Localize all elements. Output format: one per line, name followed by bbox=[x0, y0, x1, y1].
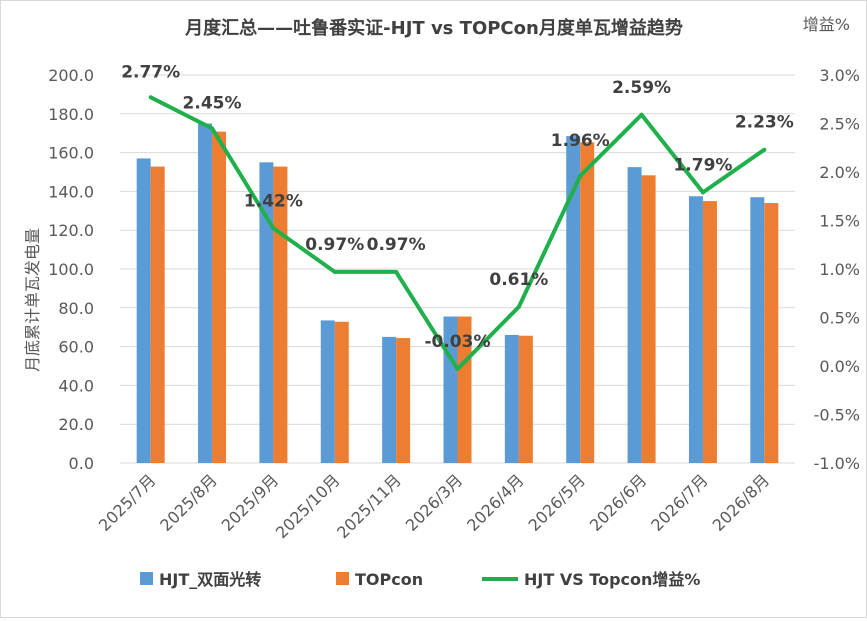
gain-data-label: 1.96% bbox=[551, 131, 610, 151]
gain-data-label: 0.97% bbox=[305, 235, 364, 255]
topcon-bar bbox=[518, 335, 533, 463]
y-tick-label: 180.0 bbox=[48, 105, 94, 124]
y-tick-label: 0.0 bbox=[69, 454, 94, 473]
hjt-bar bbox=[382, 336, 397, 463]
gain-data-label: 2.59% bbox=[612, 78, 671, 98]
gain-point bbox=[332, 269, 337, 274]
hjt-bar bbox=[320, 320, 335, 463]
gain-point bbox=[210, 126, 215, 131]
hjt-bar bbox=[750, 197, 765, 463]
y-tick-label: 160.0 bbox=[48, 144, 94, 163]
legend: HJT_双面光转 TOPcon HJT VS Topcon增益% bbox=[140, 570, 700, 589]
topcon-bar bbox=[764, 203, 779, 464]
y2-tick-label: 2.0% bbox=[819, 163, 860, 182]
y-tick-label: 120.0 bbox=[48, 221, 94, 240]
legend-swatch bbox=[140, 572, 153, 585]
topcon-bar bbox=[396, 338, 411, 463]
topcon-bar bbox=[457, 316, 472, 463]
gain-data-label: 1.42% bbox=[244, 191, 303, 211]
hjt-bar bbox=[136, 158, 151, 464]
gridlines bbox=[120, 74, 795, 464]
y-tick-label: 80.0 bbox=[58, 299, 94, 318]
gain-point bbox=[578, 173, 583, 178]
y2-tick-label: -1.0% bbox=[814, 454, 860, 473]
bars bbox=[136, 123, 779, 464]
gain-data-label: 2.23% bbox=[735, 113, 794, 133]
topcon-bar bbox=[150, 166, 165, 463]
legend-label: HJT_双面光转 bbox=[159, 570, 261, 589]
topcon-bar bbox=[580, 142, 595, 463]
y2-tick-label: 1.0% bbox=[819, 260, 860, 279]
gain-point bbox=[700, 190, 705, 195]
y2-tick-label: 2.5% bbox=[819, 115, 860, 134]
topcon-bar bbox=[334, 321, 349, 463]
gain-data-label: 1.79% bbox=[673, 155, 732, 175]
y-tick-label: 60.0 bbox=[58, 338, 94, 357]
data-labels: 2.77%2.45% 1.42% 0.97% 0.97% -0.03% 0.61% 1.96… bbox=[121, 62, 794, 352]
legend-swatch bbox=[336, 572, 349, 585]
y-tick-label: 20.0 bbox=[58, 415, 94, 434]
y-tick-label: 100.0 bbox=[48, 260, 94, 279]
legend-label: TOPcon bbox=[355, 570, 423, 589]
hjt-bar bbox=[688, 196, 703, 463]
gain-data-label: 2.77% bbox=[121, 62, 180, 82]
y-tick-label: 40.0 bbox=[58, 376, 94, 395]
y2-tick-label: 0.5% bbox=[819, 309, 860, 328]
gain-data-label: -0.03% bbox=[424, 332, 490, 352]
hjt-bar bbox=[259, 162, 274, 464]
gain-data-label: 0.97% bbox=[367, 235, 426, 255]
gain-data-label: 0.61% bbox=[489, 270, 548, 290]
y-axis-title: 月底累计单瓦发电量 bbox=[23, 228, 42, 372]
y2-tick-label: -0.5% bbox=[814, 406, 860, 425]
gain-data-label: 2.45% bbox=[183, 93, 242, 113]
gain-line-group bbox=[148, 95, 767, 371]
gain-point bbox=[455, 366, 460, 371]
y2-axis-title: 增益% bbox=[803, 15, 850, 34]
topcon-bar bbox=[212, 131, 227, 463]
gain-point bbox=[148, 95, 153, 100]
hjt-bar bbox=[566, 136, 581, 464]
y-tick-label: 200.0 bbox=[48, 66, 94, 85]
hjt-bar bbox=[627, 167, 642, 463]
hjt-bar bbox=[198, 123, 213, 463]
gain-point bbox=[394, 269, 399, 274]
y-tick-label: 140.0 bbox=[48, 182, 94, 201]
y2-tick-label: 0.0% bbox=[819, 357, 860, 376]
gain-point bbox=[639, 112, 644, 117]
y2-tick-label: 3.0% bbox=[819, 66, 860, 85]
gain-point bbox=[762, 147, 767, 152]
topcon-bar bbox=[641, 175, 656, 463]
hjt-bar bbox=[504, 334, 519, 463]
gain-point bbox=[271, 226, 276, 231]
gain-point bbox=[516, 304, 521, 309]
topcon-bar bbox=[273, 166, 288, 463]
y2-tick-label: 1.5% bbox=[819, 212, 860, 231]
legend-label: HJT VS Topcon增益% bbox=[524, 570, 700, 589]
topcon-bar bbox=[702, 201, 717, 463]
chart-title: 月度汇总——吐鲁番实证-HJT vs TOPCon月度单瓦增益趋势 bbox=[184, 17, 683, 39]
